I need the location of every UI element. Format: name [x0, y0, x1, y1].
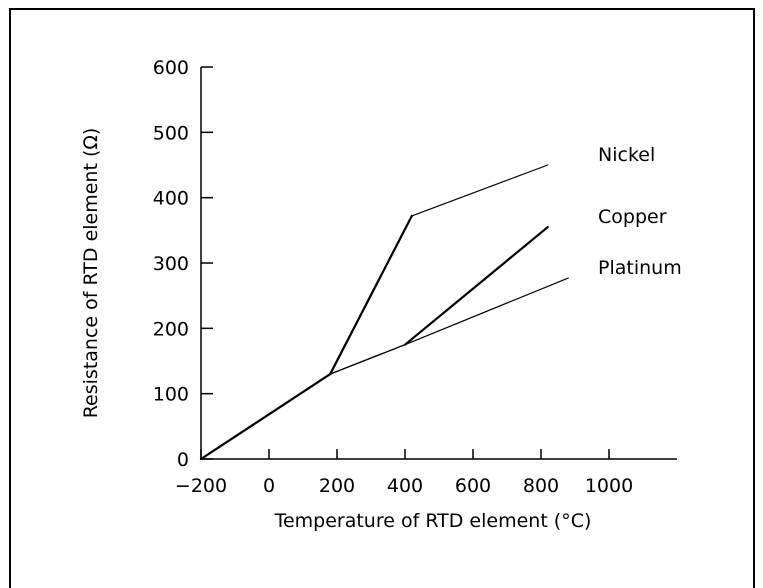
- series-lines: [199, 164, 569, 461]
- y-tick-label: 0: [177, 449, 189, 471]
- series-labels: Nickel Copper Platinum: [598, 144, 682, 279]
- series-line-copper: [403, 225, 549, 346]
- axes: 0 100 200 300 400 500 600 −200 0 200 400 600 800 1000: [153, 57, 677, 497]
- series-line-platinum: [404, 277, 569, 346]
- x-tick-label: 400: [387, 475, 423, 497]
- chart-frame: [9, 8, 755, 588]
- series-label-copper: Copper: [598, 206, 667, 228]
- series-line-nickel: [329, 214, 413, 376]
- x-tick-label: 0: [263, 475, 275, 497]
- y-tick-label: 600: [153, 57, 189, 79]
- y-tick-label: 400: [153, 188, 189, 210]
- series-label-nickel: Nickel: [598, 144, 655, 166]
- series-line-platinum: [200, 373, 331, 460]
- x-tick-label: 200: [319, 475, 355, 497]
- x-tick-label: 1000: [585, 475, 633, 497]
- y-tick-label: 100: [153, 384, 189, 406]
- series-line-nickel: [411, 164, 549, 217]
- y-tick-label: 300: [153, 253, 189, 275]
- x-tick-label: 800: [523, 475, 559, 497]
- y-tick-label: 200: [153, 318, 189, 340]
- x-tick-label: 600: [455, 475, 491, 497]
- x-tick-label: −200: [175, 475, 227, 497]
- series-label-platinum: Platinum: [598, 257, 682, 279]
- y-axis-title: Resistance of RTD element (Ω): [80, 128, 102, 419]
- series-line-platinum: [329, 344, 406, 375]
- x-axis-title: Temperature of RTD element (°C): [274, 510, 592, 532]
- y-tick-label: 500: [153, 122, 189, 144]
